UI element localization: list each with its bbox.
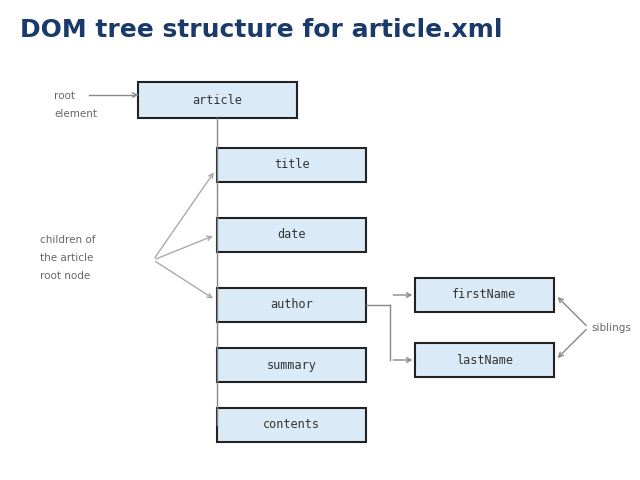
Bar [218, 218, 366, 252]
Text: contents: contents [263, 419, 320, 432]
Bar [218, 148, 366, 182]
Text: root: root [54, 91, 76, 101]
Text: date: date [277, 228, 306, 241]
Text: lastName: lastName [456, 353, 513, 367]
Text: DOM tree structure for article.xml: DOM tree structure for article.xml [20, 18, 502, 42]
Text: root node: root node [40, 271, 90, 281]
Text: firstName: firstName [452, 288, 516, 301]
Text: summary: summary [267, 359, 317, 372]
Bar [218, 408, 366, 442]
Text: siblings: siblings [591, 323, 631, 333]
Text: children of: children of [40, 235, 95, 245]
Text: title: title [274, 158, 309, 171]
Text: article: article [193, 94, 243, 107]
Bar [218, 288, 366, 322]
Bar [415, 343, 554, 377]
Bar [218, 348, 366, 382]
Text: the article: the article [40, 253, 93, 263]
Bar [138, 82, 296, 118]
Text: author: author [270, 299, 313, 312]
Bar [415, 278, 554, 312]
Text: element: element [54, 109, 97, 119]
